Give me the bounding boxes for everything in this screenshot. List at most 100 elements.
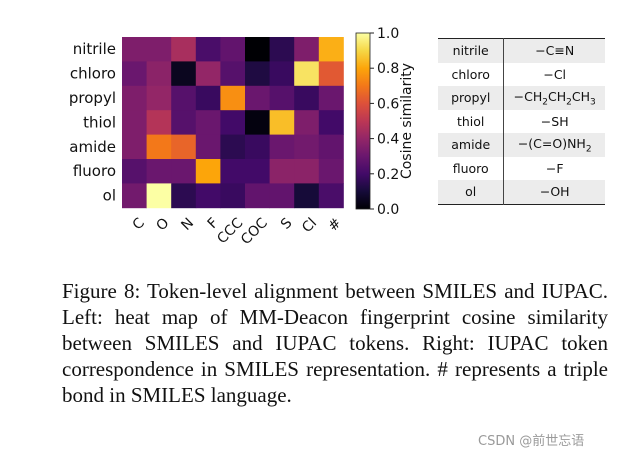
heatmap-cell [146, 37, 172, 62]
heatmap-cell [171, 37, 197, 62]
table-row: ol −OH [438, 180, 605, 204]
column-label: Cl [299, 215, 320, 236]
smiles-fragment-cell: −CH2CH2CH3 [503, 86, 605, 110]
heatmap-cell [171, 134, 197, 160]
heatmap-cell [294, 37, 320, 62]
heatmap-cell [122, 134, 147, 160]
token-correspondence-table: nitrile −C≡N chloro −Cl propyl −CH2CH2CH3 thio… [438, 38, 605, 205]
row-label: amide [69, 138, 116, 156]
heatmap-cell [269, 134, 295, 160]
heatmap-cell [195, 37, 221, 62]
row-label: fluoro [73, 162, 116, 180]
column-label: CCC [214, 215, 246, 247]
heatmap-cell [195, 85, 221, 111]
smiles-fragment-cell: −F [503, 156, 605, 180]
heatmap-row-labels: nitrile chloro propyl thiol amide fluoro ol [69, 40, 116, 204]
smiles-fragment-cell: −SH [503, 109, 605, 133]
heatmap-cell [146, 85, 172, 111]
colorbar-tick-label: 0.0 [377, 202, 399, 218]
heatmap-cell [294, 134, 320, 160]
heatmap-cell [318, 85, 344, 111]
heatmap-cell [318, 61, 344, 87]
heatmap-cell [146, 134, 172, 160]
iupac-token-cell: thiol [438, 109, 505, 133]
row-label: ol [103, 187, 116, 205]
heatmap-cell [245, 61, 270, 87]
smiles-fragment-cell: −Cl [503, 62, 605, 86]
smiles-fragment-cell: −(C=O)NH2 [503, 133, 605, 157]
iupac-token-cell: amide [438, 133, 505, 157]
column-label: COC [238, 215, 271, 248]
heatmap-cell [294, 183, 320, 209]
heatmap-cell [245, 134, 270, 160]
heatmap-cell [294, 85, 320, 111]
figure-caption: Figure 8: Token-level alignment between … [62, 279, 608, 407]
row-label: thiol [83, 113, 116, 131]
heatmap-cell [195, 134, 221, 160]
colorbar-tick-label: 0.6 [377, 96, 399, 112]
heatmap-cell [269, 110, 295, 135]
column-label: O [153, 215, 172, 234]
heatmap-cell [171, 183, 197, 209]
heatmap-cell [122, 61, 147, 87]
iupac-token-cell: nitrile [438, 38, 505, 63]
heatmap-cell [294, 159, 320, 184]
heatmap-cell [171, 61, 197, 87]
heatmap-cell [269, 85, 295, 111]
iupac-token-cell: fluoro [438, 156, 505, 180]
heatmap-cell [220, 159, 246, 184]
table-row: fluoro −F [438, 156, 605, 180]
heatmap-cell [122, 110, 147, 135]
heatmap-cell [318, 183, 344, 209]
row-label: chloro [70, 65, 116, 83]
heatmap-cell [269, 159, 295, 184]
heatmap-cell [220, 37, 246, 62]
heatmap-cell [269, 183, 295, 209]
heatmap-cell [294, 110, 320, 135]
heatmap-cell [269, 61, 295, 87]
colorbar-tick-label: 0.8 [377, 61, 399, 77]
colorbar-tick-label: 0.4 [377, 132, 399, 148]
table-row: nitrile −C≡N [438, 38, 605, 63]
table-row: amide −(C=O)NH2 [438, 133, 605, 157]
heatmap-cell [171, 85, 197, 111]
row-label: propyl [69, 89, 116, 107]
heatmap-cell [318, 37, 344, 62]
heatmap-cell [195, 61, 221, 87]
heatmap-cell [220, 183, 246, 209]
heatmap-cell [245, 85, 270, 111]
heatmap-cell [146, 61, 172, 87]
column-label: N [178, 215, 197, 234]
heatmap-cell [318, 110, 344, 135]
heatmap-cell [171, 159, 197, 184]
heatmap-cell [294, 61, 320, 87]
colorbar-label: Cosine similarity [399, 63, 415, 179]
heatmap-cell [146, 183, 172, 209]
heatmap-cell [146, 110, 172, 135]
colorbar-tick-label: 1.0 [377, 26, 399, 42]
heatmap-cell [220, 85, 246, 111]
iupac-token-cell: propyl [438, 86, 505, 110]
column-label: # [325, 215, 345, 235]
heatmap-cell [220, 134, 246, 160]
heatmap-cell [220, 110, 246, 135]
heatmap-cell [245, 183, 270, 209]
iupac-token-cell: ol [438, 180, 505, 204]
row-label: nitrile [73, 40, 116, 58]
heatmap-cell [195, 159, 221, 184]
colorbar-tick-label: 0.2 [377, 167, 399, 183]
heatmap-cell [220, 61, 246, 87]
heatmap-cell [122, 85, 147, 111]
column-label: C [130, 215, 148, 233]
heatmap-cell [195, 183, 221, 209]
smiles-fragment-cell: −C≡N [503, 38, 605, 63]
heatmap-cell [269, 37, 295, 62]
heatmap-cell [245, 37, 270, 62]
heatmap-cell [318, 134, 344, 160]
table-row: propyl −CH2CH2CH3 [438, 86, 605, 110]
heatmap-cell [146, 159, 172, 184]
heatmap-cell [122, 37, 147, 62]
heatmap-cell [245, 110, 270, 135]
